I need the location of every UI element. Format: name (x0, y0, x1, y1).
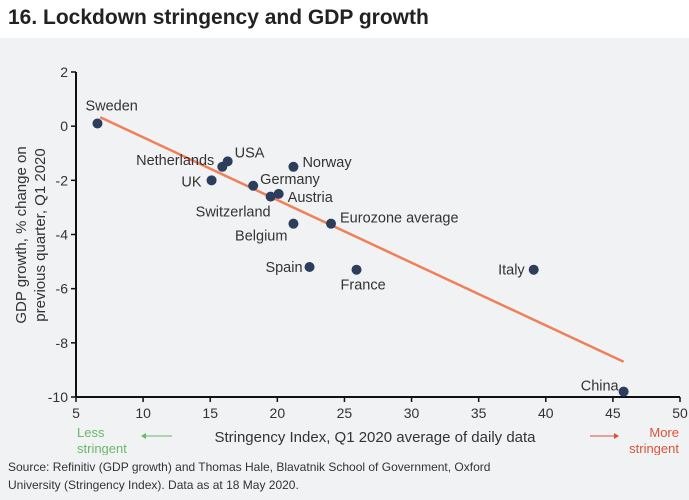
point-label: Belgium (235, 229, 287, 245)
x-tick-label: 45 (605, 405, 621, 421)
data-point-austria (273, 188, 284, 199)
data-point-germany (248, 180, 259, 191)
scatter-chart: 20-2-4-6-8-105 10 15 20 25 30 35 40 45 50Stringen… (13, 64, 688, 455)
data-point-usa (222, 156, 233, 167)
y-tick-label: -10 (48, 389, 68, 405)
x-tick-label: 15 (202, 405, 218, 421)
point-label: UK (181, 174, 201, 190)
x-axis-label: Stringency Index, Q1 2020 average of dai… (214, 429, 536, 446)
x-tick-label: 10 (135, 405, 151, 421)
x-tick-label: 30 (404, 405, 420, 421)
x-tick-label: 20 (270, 405, 286, 421)
point-label: Germany (260, 172, 320, 188)
trend-line (99, 116, 625, 363)
x-tick-label: 25 (337, 405, 353, 421)
data-point-spain (304, 262, 315, 272)
x-tick-label: 40 (538, 405, 554, 421)
right-arrow-head (614, 433, 619, 439)
point-label: Spain (265, 260, 302, 276)
y-tick-label: 2 (60, 64, 68, 80)
data-point-italy (528, 264, 539, 275)
x-tick-label: 5 (72, 405, 80, 421)
y-tick-label: -2 (56, 172, 69, 188)
data-point-france (351, 264, 362, 275)
data-point-sweden (92, 118, 103, 129)
left-arrow-head (141, 433, 146, 439)
more-stringent-label: More (649, 425, 679, 440)
point-label: USA (235, 145, 265, 161)
point-label: Norway (302, 155, 352, 171)
data-point-eurozone-average (326, 218, 337, 229)
source-note: Source: Refinitiv (GDP growth) and Thoma… (8, 460, 491, 492)
data-point-uk (206, 175, 217, 186)
y-tick-label: -6 (56, 281, 69, 297)
point-label: Austria (288, 190, 334, 206)
less-stringent-label: Less (77, 425, 105, 440)
x-tick-label: 50 (672, 405, 688, 421)
x-tick-label: 35 (471, 405, 487, 421)
chart-title: 16. Lockdown stringency and GDP growth (0, 0, 689, 38)
point-label: China (581, 379, 620, 395)
y-axis-label: GDP growth, % change on previous quarter,… (13, 146, 49, 323)
point-label: Eurozone average (340, 211, 459, 227)
y-tick-label: -4 (56, 227, 69, 243)
point-label: Sweden (85, 98, 137, 114)
point-label: France (341, 278, 386, 294)
point-label: Netherlands (136, 153, 214, 169)
less-stringent-label: stringent (77, 441, 127, 455)
point-label: Italy (498, 263, 525, 279)
data-point-china (618, 386, 629, 397)
data-point-switzerland (265, 191, 276, 202)
y-tick-label: -8 (56, 335, 69, 351)
data-point-belgium (288, 218, 299, 229)
more-stringent-label: stringent (629, 441, 679, 455)
point-label: Switzerland (196, 205, 271, 221)
data-point-norway (288, 161, 299, 172)
y-tick-label: 0 (60, 118, 68, 134)
